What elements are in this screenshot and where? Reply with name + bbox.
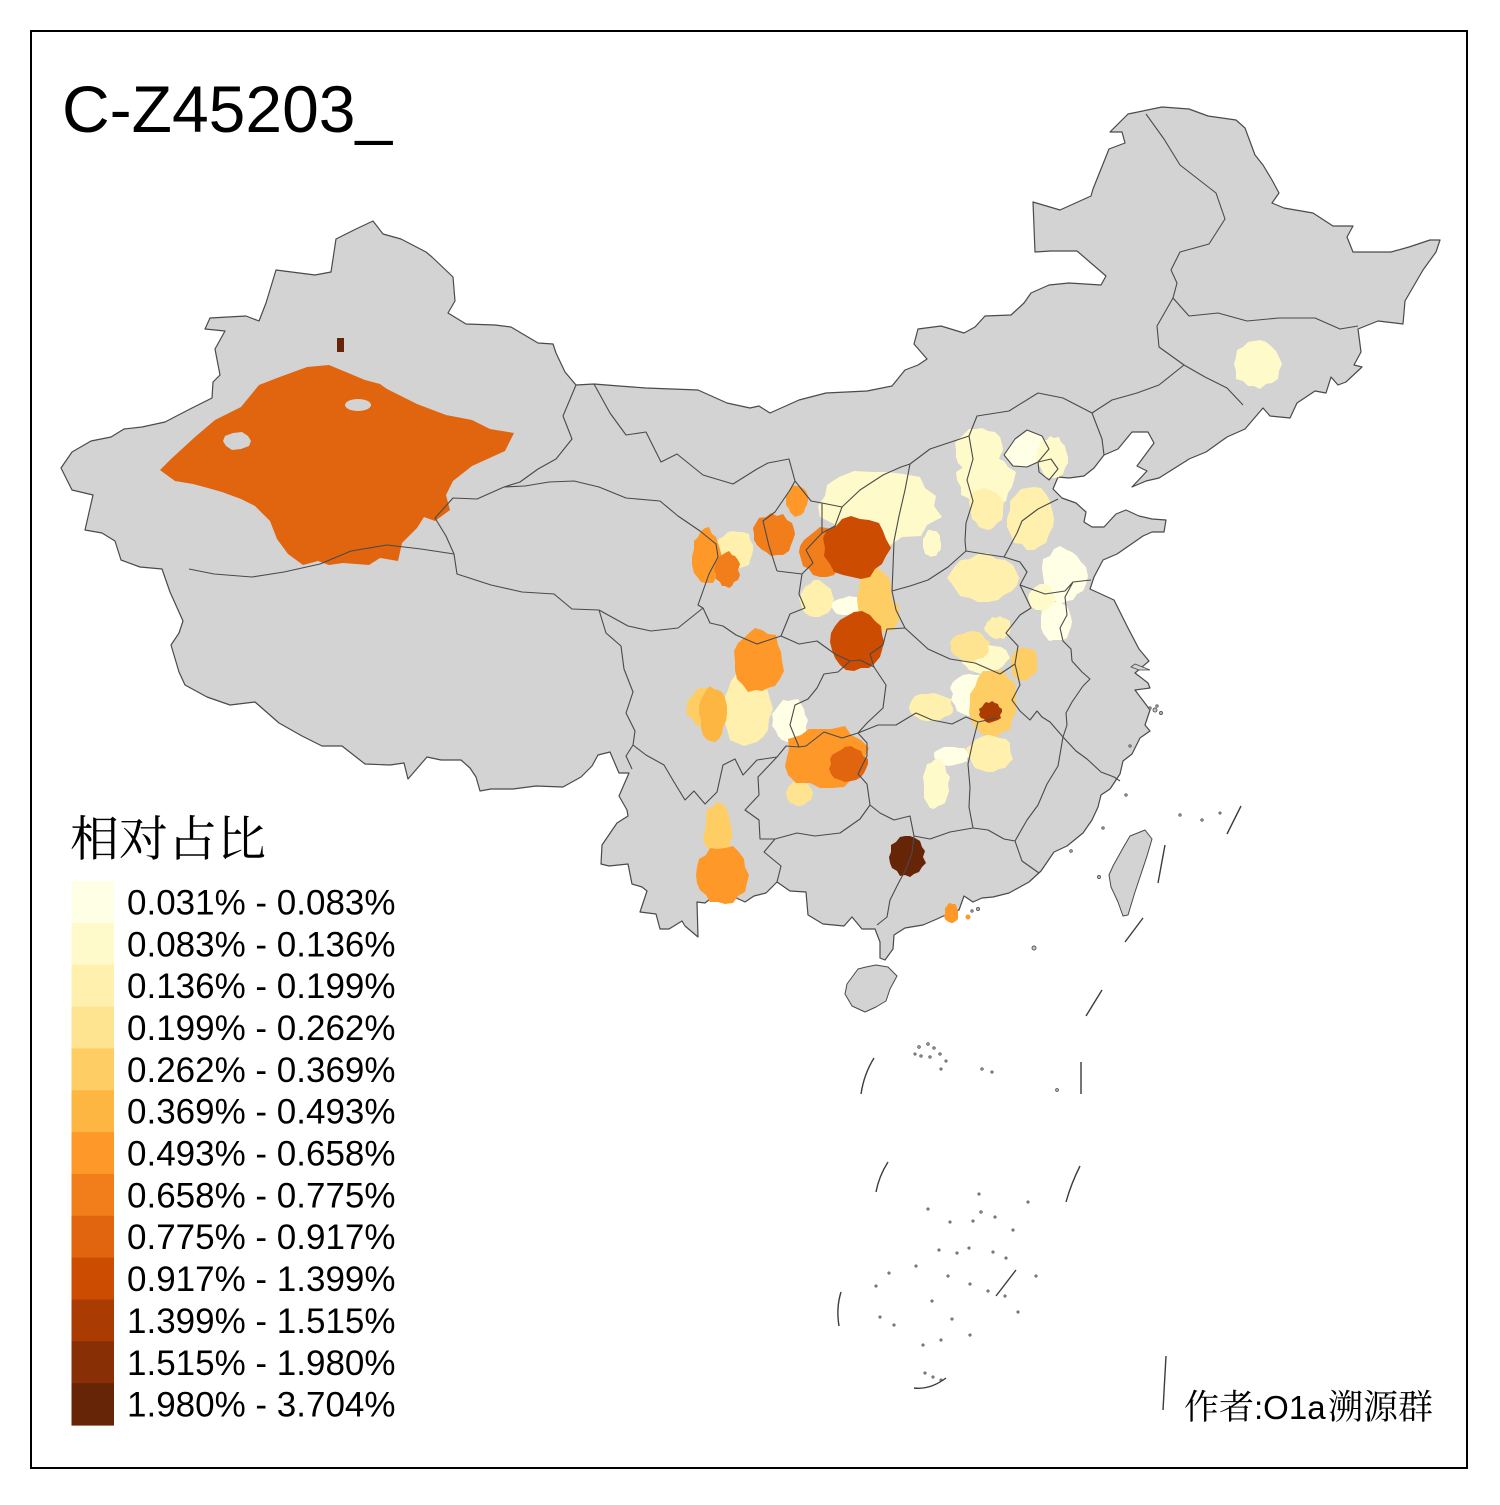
- svg-text:0.917% - 1.399%: 0.917% - 1.399%: [127, 1260, 396, 1299]
- svg-text:0.199% - 0.262%: 0.199% - 0.262%: [127, 1009, 396, 1048]
- svg-text:0.136% - 0.199%: 0.136% - 0.199%: [127, 967, 396, 1006]
- svg-text:0.493% - 0.658%: 0.493% - 0.658%: [127, 1135, 396, 1174]
- svg-text:0.031% - 0.083%: 0.031% - 0.083%: [127, 883, 396, 922]
- svg-text:0.369% - 0.493%: 0.369% - 0.493%: [127, 1093, 396, 1132]
- svg-text::O1a: :O1a: [1254, 1389, 1326, 1426]
- svg-text:0.083% - 0.136%: 0.083% - 0.136%: [127, 925, 396, 964]
- svg-text:1.980% - 3.704%: 1.980% - 3.704%: [127, 1386, 396, 1425]
- svg-text:1.515% - 1.980%: 1.515% - 1.980%: [127, 1344, 396, 1383]
- svg-text:C-Z45203_: C-Z45203_: [62, 72, 393, 146]
- svg-text:0.262% - 0.369%: 0.262% - 0.369%: [127, 1051, 396, 1090]
- svg-text:0.658% - 0.775%: 0.658% - 0.775%: [127, 1176, 396, 1215]
- svg-text:1.399% - 1.515%: 1.399% - 1.515%: [127, 1302, 396, 1341]
- svg-text:0.775% - 0.917%: 0.775% - 0.917%: [127, 1218, 396, 1257]
